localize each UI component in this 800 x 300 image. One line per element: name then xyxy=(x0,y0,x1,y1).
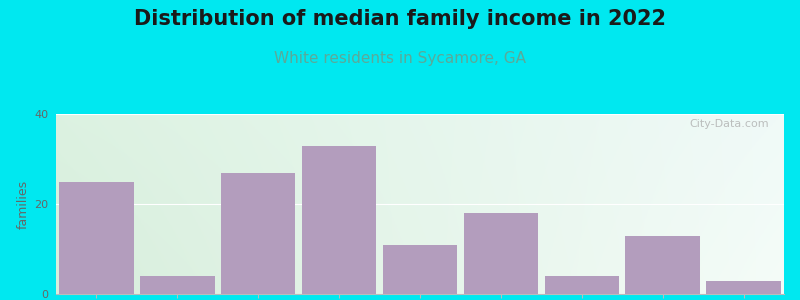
Y-axis label: families: families xyxy=(17,179,30,229)
Bar xyxy=(221,172,295,294)
Bar xyxy=(140,276,214,294)
Text: Distribution of median family income in 2022: Distribution of median family income in … xyxy=(134,9,666,29)
Bar xyxy=(302,146,376,294)
Text: White residents in Sycamore, GA: White residents in Sycamore, GA xyxy=(274,51,526,66)
Text: City-Data.com: City-Data.com xyxy=(690,119,770,129)
Bar xyxy=(706,280,781,294)
Bar xyxy=(59,182,134,294)
Bar xyxy=(464,213,538,294)
Bar xyxy=(382,244,458,294)
Bar xyxy=(626,236,700,294)
Bar xyxy=(545,276,619,294)
